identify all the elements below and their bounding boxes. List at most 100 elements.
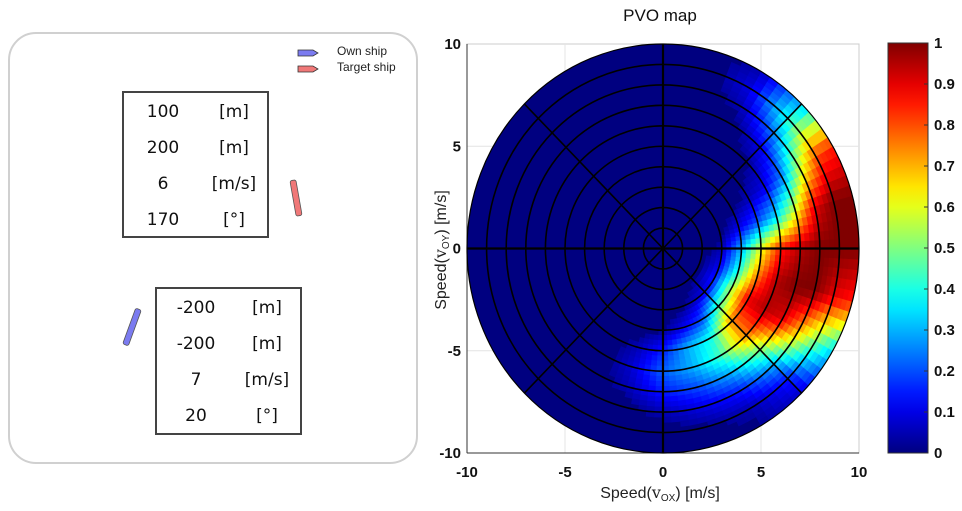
heatmap-cell	[662, 401, 672, 408]
target-ship-icon	[289, 179, 303, 217]
colorbar-tick-label: 1	[934, 35, 942, 52]
x-label-sub: v	[651, 483, 661, 502]
param-unit: [m]	[219, 138, 249, 158]
heatmap-cell	[829, 248, 835, 259]
x-label-subscript: OX	[661, 493, 676, 504]
heatmap-cell	[653, 334, 659, 341]
colorbar-tick-label: 0.9	[934, 76, 955, 93]
heatmap-cell	[650, 360, 658, 367]
y-tick-label: 10	[444, 36, 461, 53]
heatmap-cell	[726, 251, 732, 257]
colorbar-tick-label: 0.8	[934, 117, 955, 134]
param-unit: [m]	[219, 102, 249, 122]
heatmap-cell	[848, 237, 855, 249]
own-ship-params: -200 [m] -200 [m] 7 [m/s] 20 [°]	[155, 287, 302, 435]
legend-own-ship: Own ship	[337, 44, 388, 58]
colorbar-tick-label: 0.6	[934, 199, 955, 216]
x-tick-label: 5	[757, 464, 765, 481]
y-label-tail: ) [m/s]	[433, 190, 450, 234]
y-label-sub: v	[431, 249, 450, 259]
y-axis-label: Speed(vOY) [m/s]	[431, 190, 452, 310]
colorbar-tick-label: 0.5	[934, 240, 955, 257]
param-row: 6 [m/s]	[124, 166, 267, 202]
chart-title: PVO map	[623, 6, 697, 25]
heatmap-cell	[680, 419, 691, 427]
heatmap-cell	[750, 238, 757, 244]
param-unit: [m/s]	[211, 174, 257, 194]
x-axis-label: Speed(vOX) [m/s]	[600, 483, 720, 504]
param-row: 20 [°]	[157, 398, 300, 434]
legend-target-ship: Target ship	[337, 60, 396, 74]
polar-spoke	[662, 247, 803, 394]
x-label-main: Speed(	[600, 485, 652, 502]
y-tick-label: -5	[448, 343, 461, 360]
target-ship-params: 100 [m] 200 [m] 6 [m/s] 170 [°]	[122, 91, 269, 238]
param-row: 170 [°]	[124, 202, 267, 238]
heatmap-cell	[652, 339, 659, 346]
heatmap-cell	[784, 234, 791, 243]
heatmap-cell	[750, 253, 757, 259]
x-tick-label: -5	[558, 464, 571, 481]
param-row: 100 [m]	[124, 94, 267, 130]
heatmap-cell	[671, 415, 681, 423]
param-value: 7	[190, 370, 202, 390]
heatmap-cell	[809, 239, 816, 249]
heatmap-cell	[646, 400, 656, 408]
legend-own-ship-icon	[297, 49, 319, 57]
own-ship-icon	[122, 308, 142, 346]
heatmap-cell	[648, 380, 657, 387]
heatmap-cell	[843, 238, 850, 249]
heatmap-cell	[765, 253, 771, 261]
heatmap-cell	[648, 334, 655, 341]
heatmap-cell	[654, 396, 664, 403]
x-label-tail: ) [m/s]	[675, 485, 719, 502]
colorbar-tick-label: 0.7	[934, 158, 955, 175]
param-row: -200 [m]	[157, 290, 300, 326]
colorbar-tick-label: 0.2	[934, 363, 955, 380]
heatmap-cell	[667, 339, 674, 346]
heatmap-cell	[745, 238, 752, 245]
legend-target-ship-icon	[297, 65, 319, 73]
polar-spoke	[523, 247, 664, 394]
param-row: 200 [m]	[124, 130, 267, 166]
y-tick-label: 5	[453, 138, 461, 155]
y-tick-label: 0	[453, 241, 461, 258]
polar-spoke	[523, 103, 664, 250]
colorbar-tick-label: 0.1	[934, 404, 955, 421]
heatmap-cell	[804, 240, 811, 249]
y-label-subscript: OY	[441, 234, 452, 249]
heatmap-cell	[824, 239, 830, 249]
param-unit: [°]	[223, 210, 245, 230]
heatmap-cell	[809, 248, 816, 258]
heatmap-cell	[744, 257, 752, 264]
heatmap-cell	[647, 395, 656, 402]
heatmap-cell	[649, 375, 657, 382]
heatmap-cell	[669, 375, 677, 382]
heatmap-cell	[651, 354, 658, 362]
heatmap-cell	[730, 251, 737, 257]
heatmap-cell	[769, 254, 776, 262]
param-value: 200	[146, 138, 180, 158]
param-value: 20	[185, 406, 207, 426]
y-tick-label: -10	[439, 445, 461, 462]
heatmap-cell	[829, 238, 835, 249]
heatmap-cell	[648, 339, 655, 346]
x-tick-label: 0	[659, 464, 667, 481]
param-unit: [m/s]	[244, 370, 290, 390]
y-label-main: Speed(	[433, 258, 450, 310]
heatmap-cell	[843, 248, 850, 259]
x-tick-label: -10	[456, 464, 478, 481]
heatmap-cell	[804, 232, 811, 242]
param-value: 6	[157, 174, 169, 194]
colorbar-tick-label: 0	[934, 445, 942, 462]
param-value: -200	[176, 298, 216, 318]
heatmap-cell	[669, 380, 678, 387]
heatmap-cell	[848, 248, 855, 260]
x-tick-label: 10	[851, 464, 868, 481]
colorbar-tick-label: 0.3	[934, 322, 955, 339]
heatmap-cell	[789, 255, 796, 264]
heatmap-cell	[662, 396, 672, 403]
polar-spoke	[662, 103, 803, 250]
heatmap-cell	[745, 252, 752, 259]
